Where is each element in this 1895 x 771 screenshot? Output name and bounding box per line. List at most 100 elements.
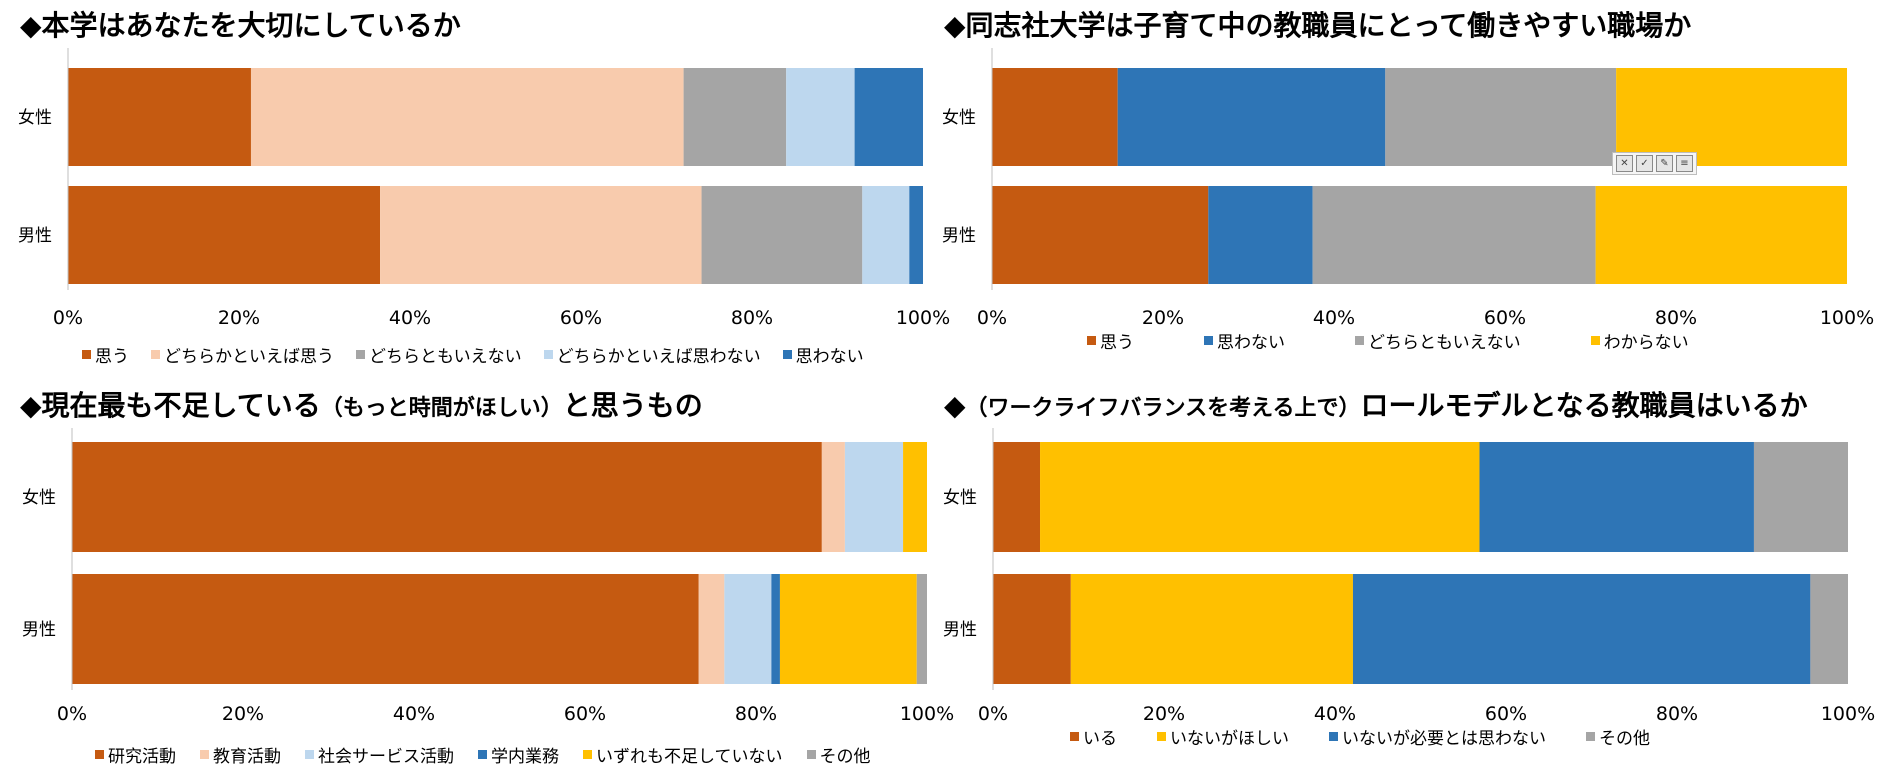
- bar-female-series-0: [68, 68, 251, 166]
- x-tick-label: 40%: [393, 703, 435, 725]
- category-label: 女性: [942, 108, 976, 128]
- bar-female-series-3: [1753, 442, 1848, 552]
- bar-male-series-3: [771, 574, 780, 684]
- legend-label: いる: [1083, 729, 1117, 749]
- legend-item: その他: [1586, 724, 1650, 749]
- legend-label: 学内業務: [491, 747, 559, 767]
- x-tick-label: 40%: [389, 307, 431, 329]
- chart-1-legend: 思う どちらかといえば思う どちらともいえない どちらかといえば思わない 思わない: [82, 342, 886, 367]
- x-tick-label: 100%: [1820, 307, 1874, 329]
- legend-swatch: [1087, 336, 1096, 345]
- legend-item: 教育活動: [200, 742, 281, 767]
- bar-male-series-4: [779, 574, 917, 684]
- legend-swatch: [356, 350, 365, 359]
- chart-styles-icon[interactable]: ✓: [1636, 155, 1653, 172]
- bar-male-series-0: [992, 186, 1209, 284]
- legend-item: その他: [806, 742, 871, 767]
- category-label: 男性: [943, 620, 977, 640]
- bar-male-series-2: [1312, 186, 1596, 284]
- legend-label: 研究活動: [108, 747, 176, 767]
- category-label: 女性: [18, 108, 52, 128]
- bar-male-series-0: [72, 574, 699, 684]
- legend-swatch: [1355, 336, 1364, 345]
- x-tick-label: 100%: [1821, 703, 1875, 725]
- legend-swatch: [1329, 732, 1338, 741]
- x-tick-label: 60%: [560, 307, 602, 329]
- legend-item: いずれも不足していない: [583, 742, 783, 767]
- legend-swatch: [543, 350, 553, 359]
- bar-male-series-0: [993, 574, 1071, 684]
- chart-elements-icon[interactable]: ✕: [1616, 155, 1633, 172]
- bar-male-series-3: [1595, 186, 1847, 284]
- chart-2-title: ◆同志社大学は子育て中の教職員にとって働きやすい職場か: [944, 9, 1692, 42]
- bar-male-series-2: [724, 574, 772, 684]
- legend-item: 研究活動: [95, 742, 176, 767]
- x-tick-label: 0%: [57, 703, 87, 725]
- x-tick-label: 80%: [1656, 703, 1698, 725]
- legend-item: わからない: [1590, 328, 1689, 353]
- bar-male-series-1: [1070, 574, 1353, 684]
- x-tick-label: 0%: [978, 703, 1008, 725]
- legend-label: 教育活動: [213, 747, 281, 767]
- chart-data-icon[interactable]: ≡: [1676, 155, 1693, 172]
- legend-swatch: [305, 750, 314, 759]
- bar-female-series-4: [854, 68, 923, 166]
- legend-item: 学内業務: [478, 742, 559, 767]
- legend-swatch: [1590, 336, 1600, 345]
- bar-female-series-2: [1385, 68, 1617, 166]
- x-tick-label: 100%: [896, 307, 950, 329]
- chart-3-title-end: と思うもの: [562, 389, 703, 422]
- x-tick-label: 80%: [731, 307, 773, 329]
- legend-swatch: [1070, 732, 1079, 741]
- legend-swatch: [806, 750, 816, 759]
- bar-female-series-2: [844, 442, 904, 552]
- legend-swatch: [583, 750, 592, 759]
- bar-female-series-0: [72, 442, 822, 552]
- legend-swatch: [82, 350, 91, 359]
- chart-4-title-main: ◆: [944, 389, 966, 422]
- legend-label: その他: [819, 747, 871, 767]
- x-tick-label: 0%: [977, 307, 1007, 329]
- legend-label: いないが必要とは思わない: [1342, 729, 1546, 749]
- legend-item: どちらかといえば思う: [151, 342, 334, 367]
- x-tick-label: 60%: [1485, 703, 1527, 725]
- legend-swatch: [95, 750, 104, 759]
- legend-swatch: [200, 750, 209, 759]
- bar-male-series-2: [701, 186, 863, 284]
- chart-filters-icon[interactable]: ✎: [1656, 155, 1673, 172]
- bar-male-series-0: [68, 186, 381, 284]
- bar-male-series-3: [862, 186, 910, 284]
- x-tick-label: 80%: [735, 703, 777, 725]
- legend-label: いないがほしい: [1170, 729, 1289, 749]
- chart-edit-toolbox[interactable]: ✕ ✓ ✎ ≡: [1612, 152, 1697, 175]
- x-tick-label: 100%: [900, 703, 954, 725]
- chart-4-title-end: ロールモデルとなる教職員はいるか: [1360, 389, 1808, 422]
- category-label: 女性: [943, 488, 977, 508]
- legend-label: いずれも不足していない: [596, 747, 783, 767]
- legend-label: どちらかといえば思う: [164, 347, 334, 367]
- category-label: 男性: [942, 226, 976, 246]
- legend-item: いる: [1070, 724, 1117, 749]
- bar-female-series-3: [1616, 68, 1847, 166]
- bar-female-series-0: [992, 68, 1118, 166]
- bar-male-series-1: [1208, 186, 1313, 284]
- bar-female-series-3: [786, 68, 855, 166]
- bar-male-series-1: [698, 574, 725, 684]
- x-tick-label: 20%: [218, 307, 260, 329]
- legend-label: どちらかといえば思わない: [556, 347, 761, 367]
- legend-item: どちらかといえば思わない: [543, 342, 761, 367]
- x-tick-label: 0%: [53, 307, 83, 329]
- legend-label: 思う: [95, 347, 129, 367]
- bar-male-series-3: [1810, 574, 1848, 684]
- x-tick-label: 40%: [1313, 307, 1355, 329]
- legend-item: 思わない: [1204, 328, 1285, 353]
- bar-female-series-1: [1117, 68, 1386, 166]
- x-tick-label: 20%: [1143, 703, 1185, 725]
- legend-swatch: [1157, 732, 1166, 741]
- chart-3-title-paren: （もっと時間がほしい）: [320, 396, 563, 421]
- bar-male-series-5: [916, 574, 927, 684]
